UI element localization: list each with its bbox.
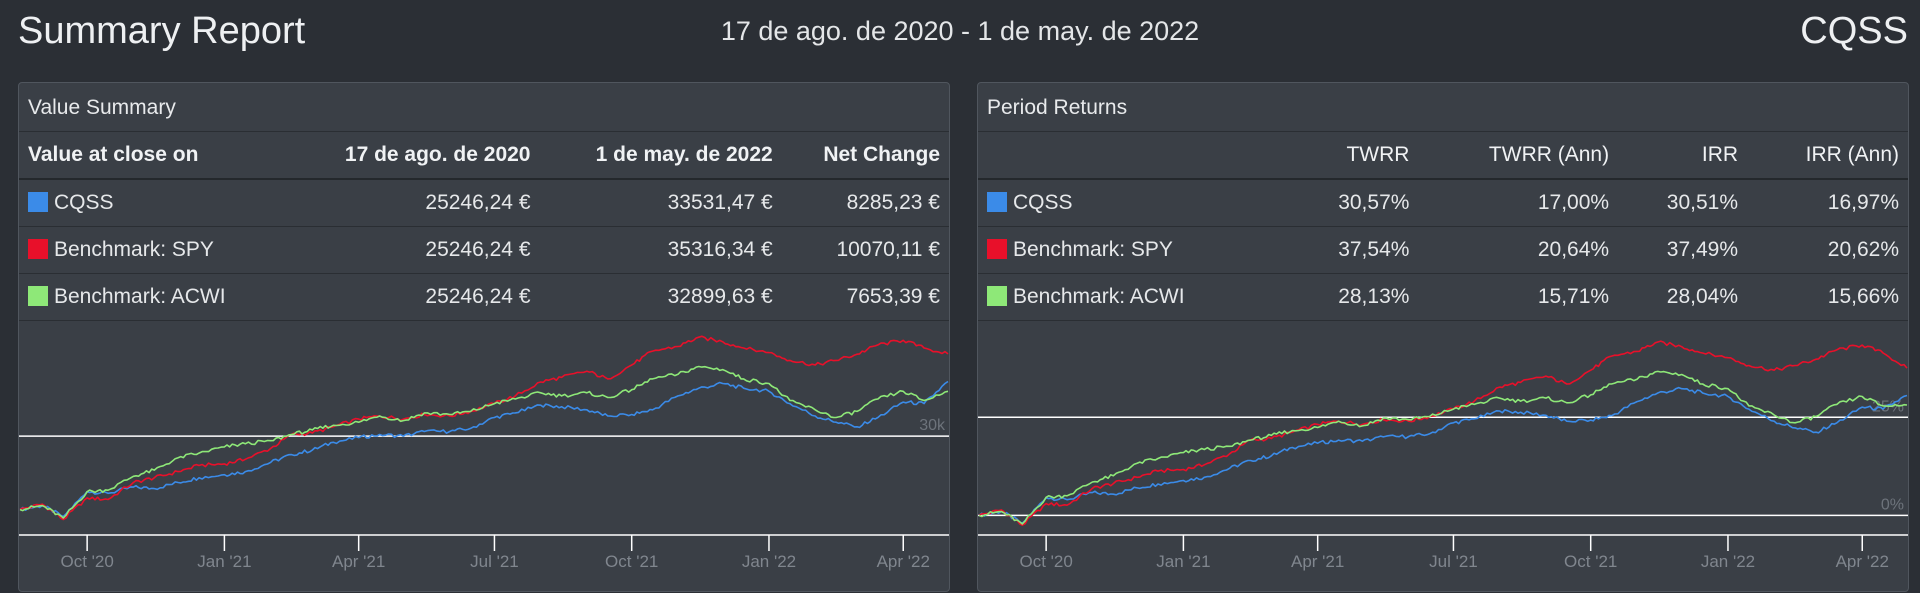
spy-swatch <box>987 239 1007 259</box>
column-header: 1 de may. de 2022 <box>595 143 773 166</box>
table-header-row: TWRR TWRR (Ann) IRR IRR (Ann) <box>978 132 1908 179</box>
y-tick-label: 0% <box>1881 496 1904 513</box>
row-label-cell: CQSS <box>19 179 287 227</box>
end-value: 35316,34 € <box>667 238 773 261</box>
end-value: 32899,63 € <box>667 285 773 308</box>
date-range: 17 de ago. de 2020 - 1 de may. de 2022 <box>720 16 1200 46</box>
irr-ann-value: 20,62% <box>1827 238 1899 261</box>
acwi-swatch <box>28 286 48 306</box>
spy-line <box>978 340 1908 526</box>
twrr-ann-value: 17,00% <box>1537 191 1610 214</box>
irr-value: 28,04% <box>1666 285 1739 308</box>
start-value: 25246,24 € <box>425 191 531 214</box>
cqss-swatch <box>28 192 48 212</box>
row-label-cell: Benchmark: SPY <box>978 227 1290 274</box>
x-tick-label: Jan '21 <box>197 552 251 571</box>
x-tick-label: Oct '20 <box>60 552 113 571</box>
x-tick-label: Apr '21 <box>1291 552 1344 571</box>
x-tick-label: Jan '22 <box>742 552 796 571</box>
row-label: CQSS <box>54 191 114 214</box>
panel-title: Period Returns <box>978 83 1908 132</box>
irr-ann-value: 16,97% <box>1827 191 1899 214</box>
cqss-line <box>978 386 1908 524</box>
returns-chart: 0% 25% Oct '20 Jan '21 Apr '21 Jul '21 Oct '21… <box>978 325 1908 591</box>
value-chart-svg: 30k Oct '20 Jan '21 Apr '21 Jul '21 Oct '21 Ja… <box>19 335 949 571</box>
column-header <box>978 132 1290 179</box>
acwi-line <box>19 365 949 519</box>
spy-swatch <box>28 239 48 259</box>
start-value: 25246,24 € <box>425 238 531 261</box>
row-label: Benchmark: SPY <box>54 238 214 261</box>
twrr-value: 37,54% <box>1338 238 1410 261</box>
irr-value: 30,51% <box>1666 191 1739 214</box>
table-row: Benchmark: ACWI 28,13% 15,71% 28,04% 15,… <box>978 274 1908 321</box>
column-header: IRR <box>1701 143 1739 166</box>
x-tick-label: Oct '21 <box>605 552 658 571</box>
table-row: CQSS 25246,24 € 33531,47 € 8285,23 € <box>19 179 949 227</box>
table-header-row: Value at close on 17 de ago. de 2020 1 d… <box>19 132 949 179</box>
spy-line <box>19 335 949 521</box>
twrr-value: 30,57% <box>1338 191 1410 214</box>
x-tick-label: Jan '21 <box>1156 552 1210 571</box>
report-header: Summary Report 17 de ago. de 2020 - 1 de… <box>0 0 1920 64</box>
twrr-ann-value: 15,71% <box>1537 285 1610 308</box>
x-tick-label: Apr '22 <box>1836 552 1889 571</box>
row-label: CQSS <box>1013 191 1073 214</box>
x-tick-label: Apr '21 <box>332 552 385 571</box>
returns-chart-svg: 0%25%Oct '20 Jan '21 Apr '21 Jul '21 Oct '21… <box>978 340 1908 571</box>
table-row: Benchmark: ACWI 25246,24 € 32899,63 € 76… <box>19 274 949 321</box>
row-label: Benchmark: ACWI <box>1013 285 1185 308</box>
row-label-cell: CQSS <box>978 179 1290 227</box>
column-header: TWRR (Ann) <box>1488 143 1610 166</box>
irr-ann-value: 15,66% <box>1827 285 1899 308</box>
value-summary-table: Value at close on 17 de ago. de 2020 1 d… <box>19 132 949 321</box>
value-chart: 30k Oct '20 Jan '21 Apr '21 Jul '21 Oct '21 Ja… <box>19 325 949 591</box>
acwi-swatch <box>987 286 1007 306</box>
y-tick-label: 30k <box>919 417 946 434</box>
period-returns-panel: Period Returns TWRR TWRR (Ann) IRR IRR (… <box>977 82 1909 592</box>
table-row: Benchmark: SPY 25246,24 € 35316,34 € 100… <box>19 227 949 274</box>
start-value: 25246,24 € <box>425 285 531 308</box>
column-header: IRR (Ann) <box>1805 143 1899 166</box>
net-change: 8285,23 € <box>846 191 940 214</box>
net-change: 7653,39 € <box>846 285 940 308</box>
row-label: Benchmark: SPY <box>1013 238 1173 261</box>
row-label-cell: Benchmark: ACWI <box>978 274 1290 321</box>
page-title: Summary Report <box>18 10 306 52</box>
column-header: 17 de ago. de 2020 <box>344 143 531 166</box>
x-tick-label: Jan '22 <box>1701 552 1755 571</box>
x-tick-label: Jul '21 <box>1429 552 1478 571</box>
x-tick-label: Oct '20 <box>1019 552 1072 571</box>
twrr-value: 28,13% <box>1338 285 1410 308</box>
portfolio-name: CQSS <box>1800 10 1908 52</box>
irr-value: 37,49% <box>1666 238 1739 261</box>
column-header: Value at close on <box>28 143 199 166</box>
cqss-swatch <box>987 192 1007 212</box>
x-tick-label: Jul '21 <box>470 552 519 571</box>
table-row: Benchmark: SPY 37,54% 20,64% 37,49% 20,6… <box>978 227 1908 274</box>
row-label-cell: Benchmark: ACWI <box>19 274 287 321</box>
end-value: 33531,47 € <box>667 191 773 214</box>
twrr-ann-value: 20,64% <box>1537 238 1610 261</box>
row-label-cell: Benchmark: SPY <box>19 227 287 274</box>
acwi-line <box>978 370 1908 525</box>
period-returns-table: TWRR TWRR (Ann) IRR IRR (Ann) CQSS 30,57… <box>978 132 1908 321</box>
table-row: CQSS 30,57% 17,00% 30,51% 16,97% <box>978 179 1908 227</box>
net-change: 10070,11 € <box>836 238 940 261</box>
value-summary-panel: Value Summary Value at close on 17 de ag… <box>18 82 950 592</box>
row-label: Benchmark: ACWI <box>54 285 226 308</box>
column-header: TWRR <box>1346 143 1410 166</box>
panel-title: Value Summary <box>19 83 949 132</box>
cqss-line <box>19 380 949 518</box>
column-header: Net Change <box>823 143 940 166</box>
x-tick-label: Apr '22 <box>877 552 930 571</box>
x-tick-label: Oct '21 <box>1564 552 1617 571</box>
